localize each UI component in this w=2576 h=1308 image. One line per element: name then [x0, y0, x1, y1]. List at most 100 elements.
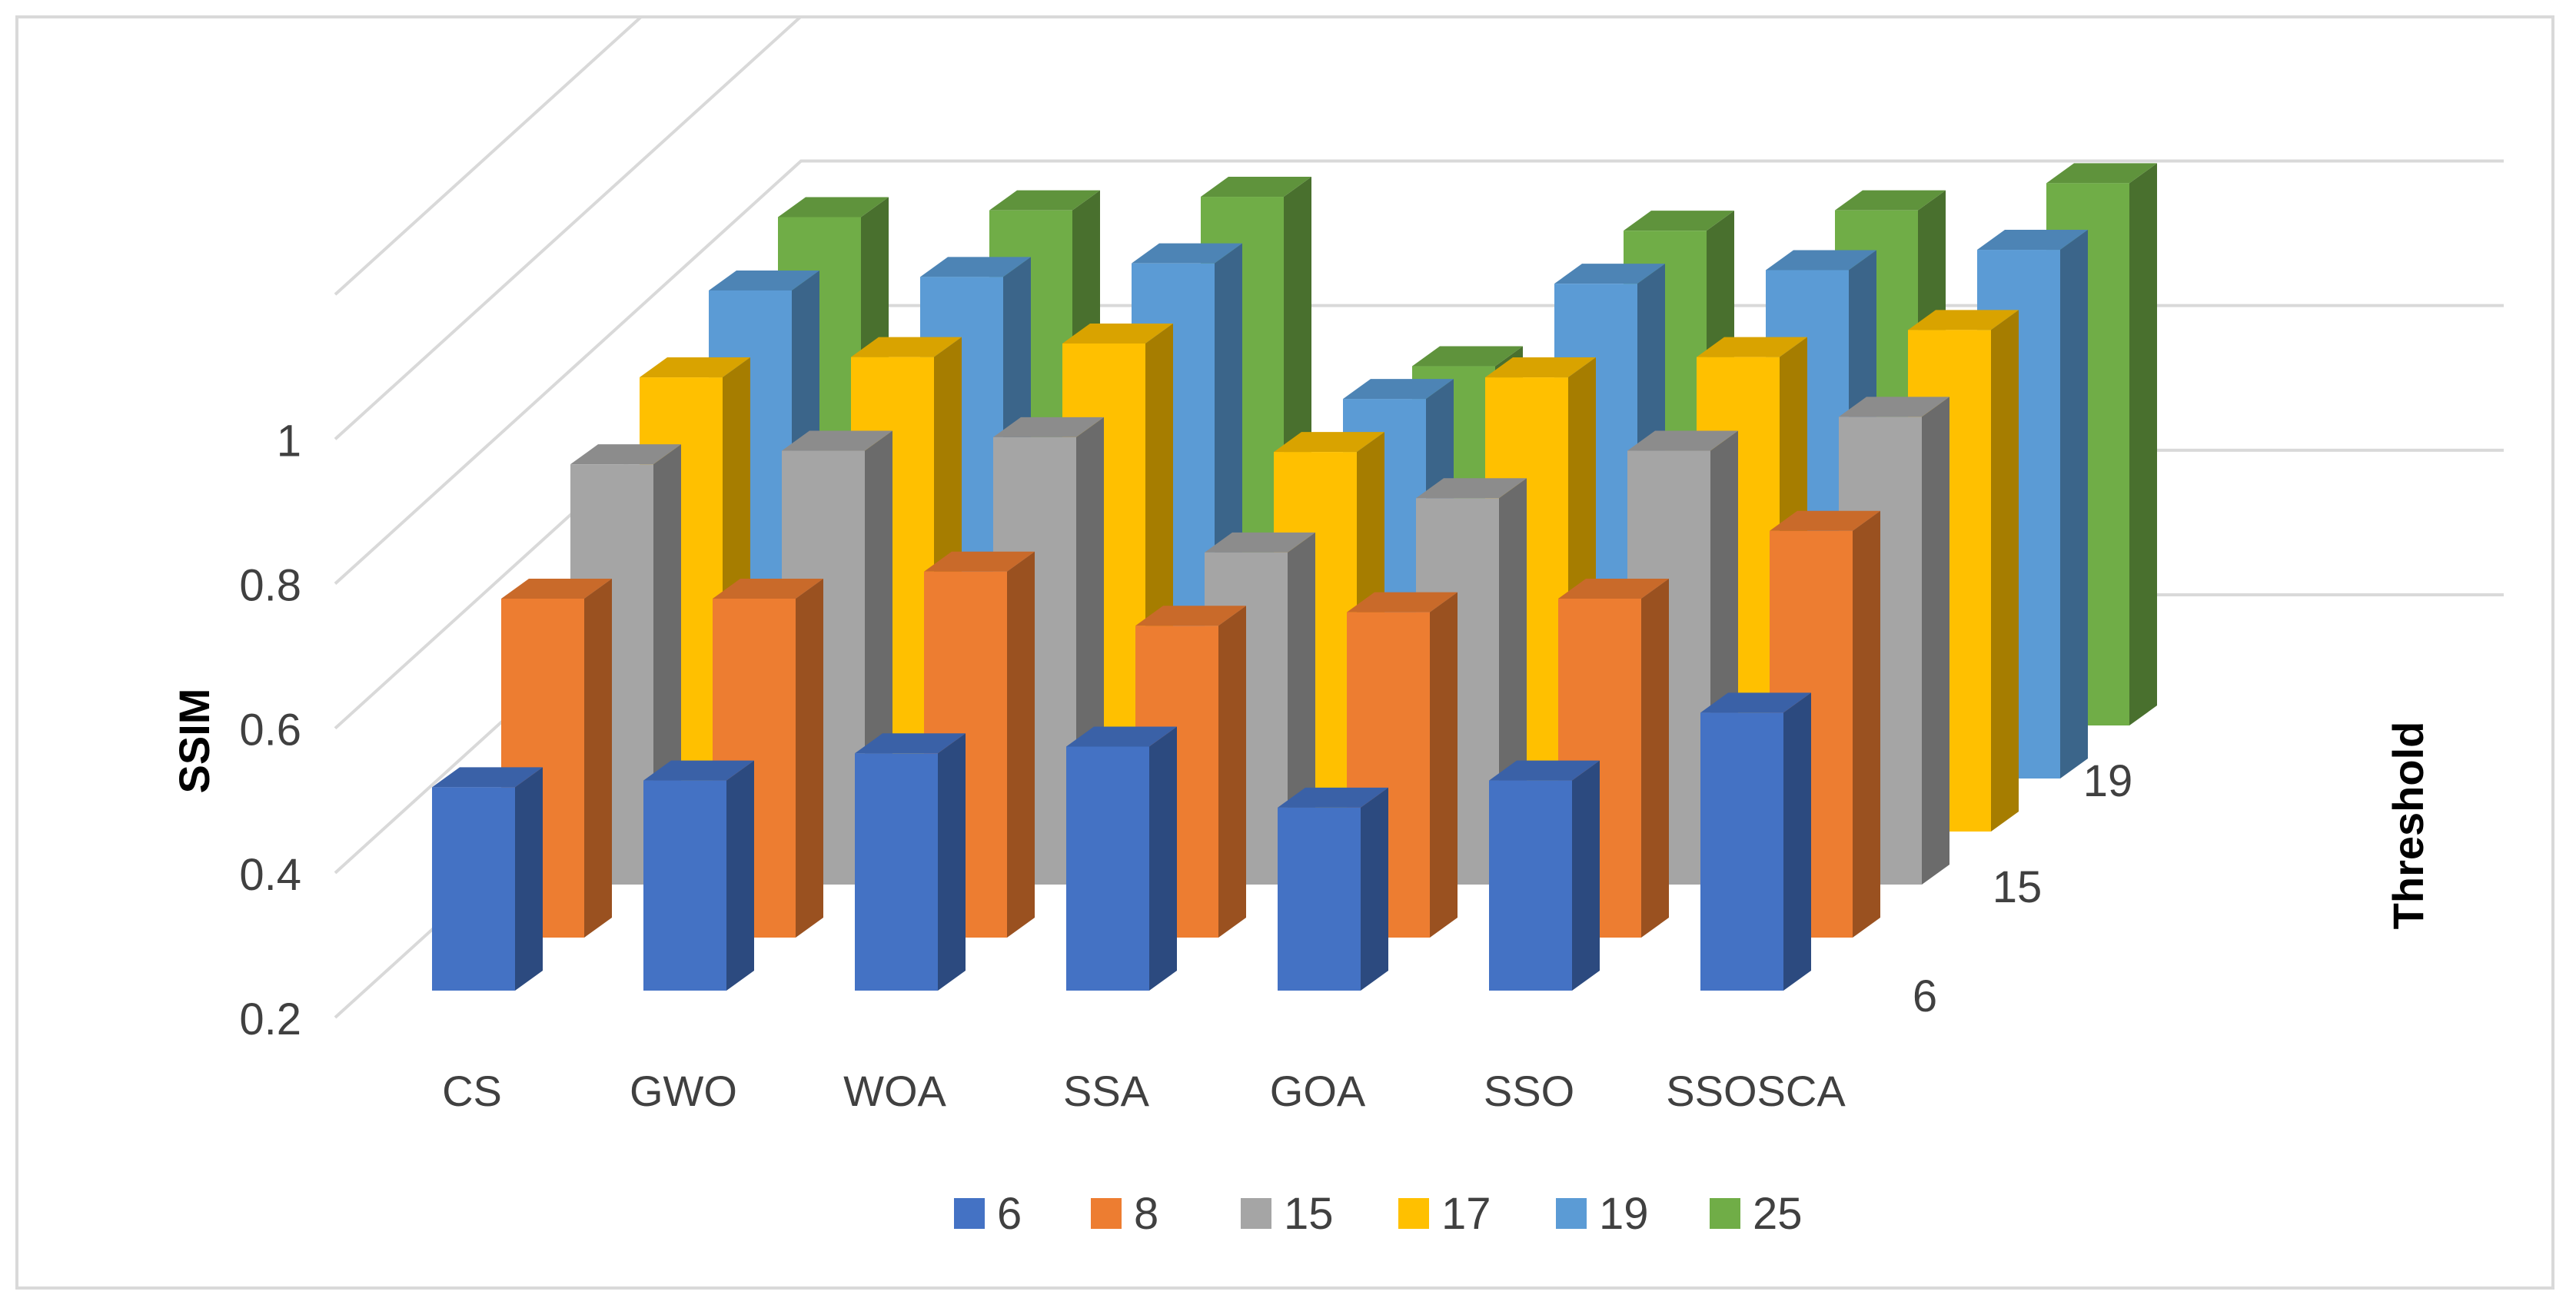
- bar-top: [1908, 310, 2019, 330]
- bar-top: [778, 197, 889, 217]
- bar-series-6-goa: [1278, 787, 1388, 991]
- bar-series-6-ssosca: [1700, 692, 1811, 991]
- bar-top: [1835, 190, 1946, 211]
- legend-label: 25: [1753, 1189, 1803, 1239]
- legend-label: 6: [997, 1189, 1022, 1239]
- legend-swatch: [1556, 1198, 1587, 1229]
- bar-top: [1347, 592, 1458, 613]
- legend: 6 8 15 17 19 25: [954, 1189, 1803, 1239]
- bar-top: [989, 190, 1100, 211]
- bar-front: [1278, 807, 1361, 991]
- bar-top: [1205, 532, 1315, 553]
- chart-frame: 0.2 0.4 0.6 0.8 1 CS GWO WOA SSA GOA SSO SSOSCA 6 15 1…: [15, 15, 2554, 1290]
- bar-front: [432, 787, 515, 991]
- bar-top: [851, 337, 962, 357]
- bar-top: [782, 430, 892, 451]
- legend-item-19: 19: [1556, 1189, 1649, 1239]
- bar-front: [643, 780, 726, 991]
- bar-top: [855, 733, 966, 754]
- bar-front: [855, 753, 938, 991]
- bar-side: [1641, 579, 1669, 938]
- chart-svg: 0.2 0.4 0.6 0.8 1 CS GWO WOA SSA GOA SSO SSOSCA 6 15 1…: [170, 18, 2504, 1239]
- bar-side: [1572, 760, 1600, 991]
- bar-top: [1485, 357, 1596, 378]
- bar-top: [643, 760, 754, 781]
- bar-top: [1697, 337, 1807, 357]
- bar-top: [1700, 692, 1811, 713]
- gridline: [334, 159, 2504, 586]
- bar-top: [713, 579, 823, 599]
- bar-series-6-sso: [1489, 760, 1600, 991]
- bar-top: [993, 417, 1104, 437]
- legend-item-8: 8: [1091, 1189, 1158, 1239]
- bar-top: [1201, 177, 1311, 198]
- bar-side: [1922, 397, 1949, 885]
- bar-front: [1489, 780, 1572, 991]
- gridline: [334, 18, 802, 440]
- legend-swatch: [1241, 1198, 1271, 1229]
- bar-front: [1700, 712, 1783, 991]
- bar-top: [1558, 579, 1669, 599]
- depth-label-19: 19: [2083, 756, 2133, 806]
- bar-side: [1007, 551, 1035, 938]
- bar-side: [1430, 592, 1458, 938]
- bar-top: [1278, 787, 1388, 808]
- bar-top: [1062, 323, 1173, 344]
- labels-layer: 0.2 0.4 0.6 0.8 1 CS GWO WOA SSA GOA SSO SSOSCA 6 15 1…: [239, 416, 2132, 1115]
- bar-side: [1853, 510, 1880, 938]
- bar-series-6-woa: [855, 733, 966, 991]
- bar-top: [1412, 346, 1523, 367]
- bar-top: [1066, 726, 1177, 747]
- y-tick-label: 0.6: [239, 705, 301, 755]
- bar-top: [1766, 250, 1876, 271]
- depth-axis-title: Threshold: [2384, 722, 2432, 930]
- bar-series-6-cs: [432, 767, 543, 991]
- bar-top: [1343, 379, 1454, 400]
- depth-label-15: 15: [1993, 862, 2043, 912]
- legend-swatch: [1710, 1198, 1740, 1229]
- bar-top: [1274, 432, 1384, 453]
- bar-series-6-ssa: [1066, 726, 1177, 991]
- legend-item-15: 15: [1241, 1189, 1334, 1239]
- bar-top: [1489, 760, 1600, 781]
- bar-side: [1361, 787, 1388, 991]
- legend-label: 19: [1599, 1189, 1649, 1239]
- bar-top: [432, 767, 543, 788]
- legend-label: 15: [1284, 1189, 1334, 1239]
- bar-top: [709, 270, 819, 290]
- y-axis-title: SSIM: [170, 689, 218, 794]
- bar-top: [570, 444, 681, 465]
- y-tick-label: 0.4: [239, 850, 301, 900]
- legend-item-17: 17: [1398, 1189, 1491, 1239]
- bar-side: [938, 733, 966, 991]
- bar-top: [924, 551, 1035, 572]
- bar-side: [1783, 692, 1811, 991]
- legend-swatch: [1398, 1198, 1429, 1229]
- bar-top: [1627, 430, 1738, 451]
- bar-top: [640, 357, 750, 378]
- bar-side: [1218, 606, 1246, 938]
- bar-side: [796, 579, 823, 938]
- bar-side: [1149, 726, 1177, 991]
- bar-side: [726, 760, 754, 991]
- y-tick-label: 0.2: [239, 994, 301, 1044]
- bar-top: [1132, 243, 1242, 264]
- bar-side: [515, 767, 543, 991]
- bar-top: [1839, 397, 1949, 417]
- category-label-ssosca: SSOSCA: [1666, 1067, 1846, 1115]
- bar-side: [2060, 230, 2088, 778]
- y-tick-label: 1: [277, 416, 301, 466]
- bar-top: [1977, 230, 2088, 251]
- bar-front: [1066, 746, 1149, 991]
- category-label-woa: WOA: [843, 1067, 946, 1115]
- legend-label: 17: [1441, 1189, 1491, 1239]
- bar-top: [1135, 606, 1246, 626]
- bar-top: [1624, 211, 1734, 231]
- bar-series-6-gwo: [643, 760, 754, 991]
- legend-label: 8: [1134, 1189, 1158, 1239]
- bar-top: [1770, 510, 1880, 531]
- bar-side: [584, 579, 612, 938]
- legend-item-6: 6: [954, 1189, 1022, 1239]
- bars-layer: [432, 163, 2157, 991]
- y-tick-label: 0.8: [239, 561, 301, 611]
